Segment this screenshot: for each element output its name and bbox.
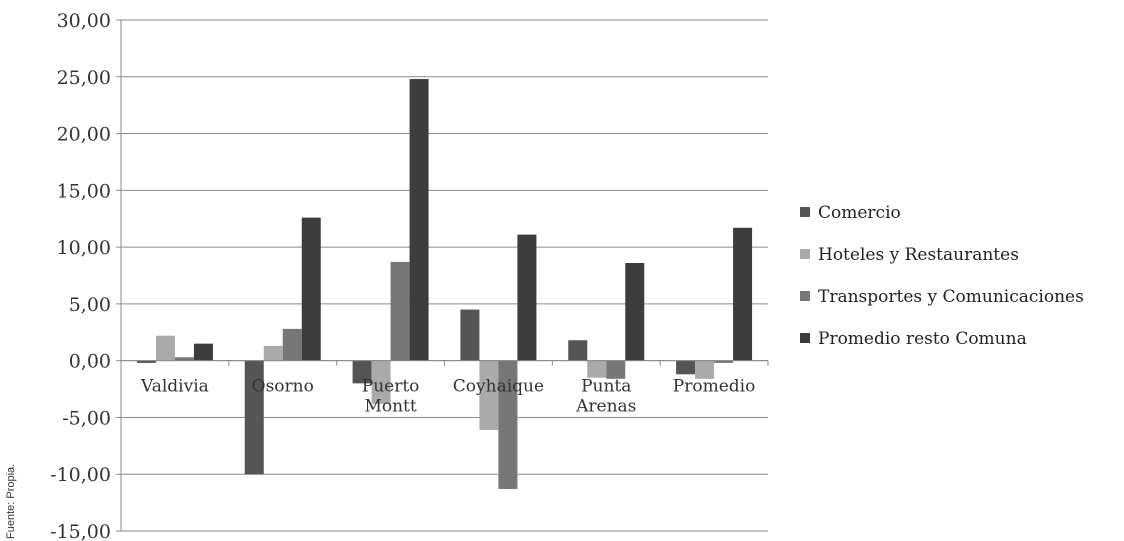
- legend-swatch: [800, 207, 810, 217]
- legend-swatch: [800, 291, 810, 301]
- bar: [733, 227, 753, 361]
- bar: [244, 360, 264, 475]
- legend-swatch: [800, 249, 810, 259]
- bar: [587, 360, 607, 378]
- bar: [409, 79, 429, 361]
- y-tick-label: 15,00: [57, 180, 111, 202]
- x-tick-label: Arenas: [575, 397, 636, 417]
- x-tick-label: Puerto: [362, 377, 420, 397]
- x-tick-label: Punta: [581, 377, 631, 397]
- legend-swatch: [800, 333, 810, 343]
- bar: [282, 328, 302, 361]
- bar: [371, 360, 391, 404]
- bar: [263, 345, 283, 361]
- y-tick-label: 10,00: [57, 237, 111, 259]
- y-tick-label: 30,00: [57, 10, 111, 32]
- bar: [676, 360, 696, 375]
- tick-labels: 30,00 25,00 20,00 15,00 10,00 5,00 0,00 -5,00 -1…: [50, 10, 755, 541]
- x-tick-label: Coyhaique: [453, 377, 544, 397]
- bar: [460, 309, 480, 361]
- bars: [136, 79, 753, 489]
- y-tick-label: 5,00: [69, 294, 111, 316]
- bar: [155, 335, 175, 361]
- y-tick-label: -15,00: [50, 521, 111, 541]
- source-note: Fuente: Propia.: [5, 464, 17, 539]
- y-tick-label: -5,00: [62, 407, 111, 429]
- axes: [120, 20, 769, 531]
- bar: [479, 360, 499, 430]
- bar: [714, 360, 734, 363]
- x-tick-label: Montt: [364, 397, 416, 417]
- y-tick-label: -10,00: [50, 464, 111, 486]
- bar: [301, 217, 321, 361]
- y-tick-label: 20,00: [57, 124, 111, 146]
- y-tick-label: 0,00: [69, 351, 111, 373]
- legend: Comercio Hoteles y Restaurantes Transporte…: [800, 203, 1084, 349]
- bar: [136, 360, 156, 363]
- grid: [116, 19, 768, 532]
- bar: [568, 340, 588, 361]
- bar: [193, 343, 213, 361]
- x-tick-label: Valdivia: [140, 377, 209, 397]
- x-tick-label: Promedio: [673, 377, 756, 397]
- bar: [498, 360, 518, 489]
- bar: [390, 261, 410, 361]
- bar: [174, 357, 194, 361]
- x-tick-label: Osorno: [252, 377, 314, 397]
- bar: [606, 360, 626, 379]
- bar: [625, 263, 645, 361]
- legend-label: Promedio resto Comuna: [818, 329, 1027, 349]
- legend-label: Hoteles y Restaurantes: [818, 245, 1019, 265]
- legend-label: Comercio: [818, 203, 901, 223]
- bar: [517, 234, 537, 361]
- bar: [352, 360, 372, 384]
- y-tick-label: 25,00: [57, 67, 111, 89]
- legend-label: Transportes y Comunicaciones: [818, 287, 1084, 307]
- bar: [695, 360, 715, 379]
